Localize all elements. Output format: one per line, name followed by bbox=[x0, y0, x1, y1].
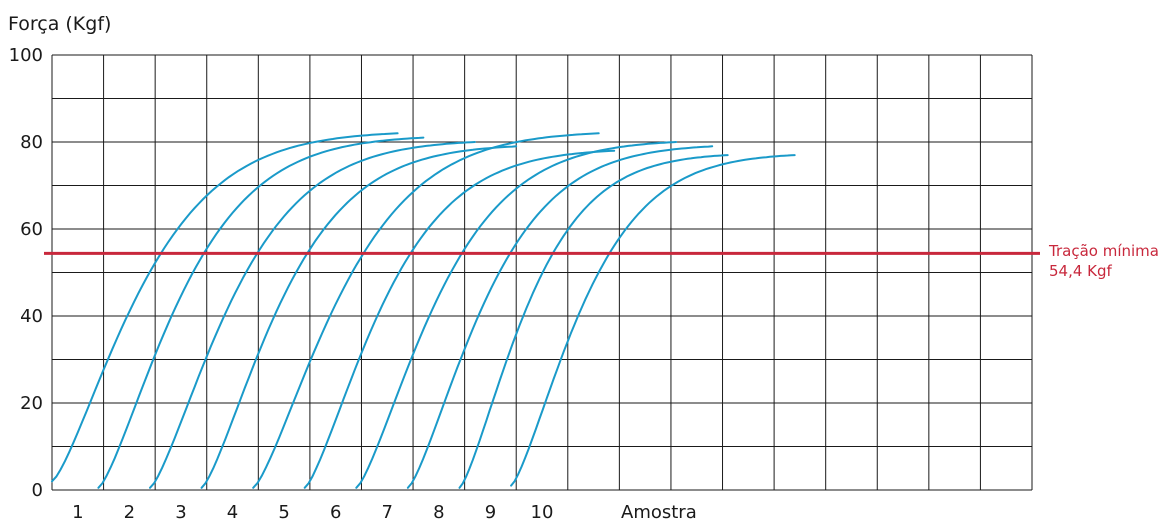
x-tick-label: 2 bbox=[124, 502, 135, 519]
force-curve-7 bbox=[355, 141, 678, 489]
y-tick-label: 60 bbox=[20, 219, 43, 240]
x-tick-label: 9 bbox=[485, 502, 496, 519]
force-curve-9 bbox=[458, 154, 729, 489]
chart-grid bbox=[51, 54, 1033, 491]
force-curve-1 bbox=[51, 132, 399, 483]
force-curves bbox=[51, 132, 796, 489]
force-curve-3 bbox=[149, 141, 476, 489]
force-curve-2 bbox=[97, 136, 425, 489]
x-tick-label: 8 bbox=[433, 502, 444, 519]
force-curve-6 bbox=[303, 149, 616, 489]
x-tick-label: 5 bbox=[278, 502, 289, 519]
x-tick-label: 6 bbox=[330, 502, 341, 519]
force-curve-5 bbox=[252, 132, 600, 489]
force-curve-10 bbox=[510, 154, 796, 487]
y-tick-label: 100 bbox=[9, 45, 43, 66]
y-tick-label: 40 bbox=[20, 306, 43, 327]
force-curve-4 bbox=[200, 145, 518, 489]
y-axis-title: Força (Kgf) bbox=[8, 13, 111, 35]
x-tick-label: 3 bbox=[175, 502, 186, 519]
reference-label-line2: 54,4 Kgf bbox=[1049, 262, 1113, 280]
x-ticks: 1 2 3 4 5 6 7 8 9 10 bbox=[72, 502, 553, 519]
x-tick-label: 4 bbox=[227, 502, 238, 519]
x-axis-title: Amostra bbox=[621, 502, 697, 519]
x-tick-label: 10 bbox=[531, 502, 554, 519]
y-tick-label: 20 bbox=[20, 393, 43, 414]
force-curve-8 bbox=[406, 145, 714, 489]
y-tick-label: 0 bbox=[32, 480, 43, 501]
reference-label-line1: Tração mínima bbox=[1048, 242, 1159, 260]
y-ticks: 0 20 40 60 80 100 bbox=[9, 45, 43, 501]
x-tick-label: 7 bbox=[382, 502, 393, 519]
y-tick-label: 80 bbox=[20, 132, 43, 153]
x-tick-label: 1 bbox=[72, 502, 83, 519]
